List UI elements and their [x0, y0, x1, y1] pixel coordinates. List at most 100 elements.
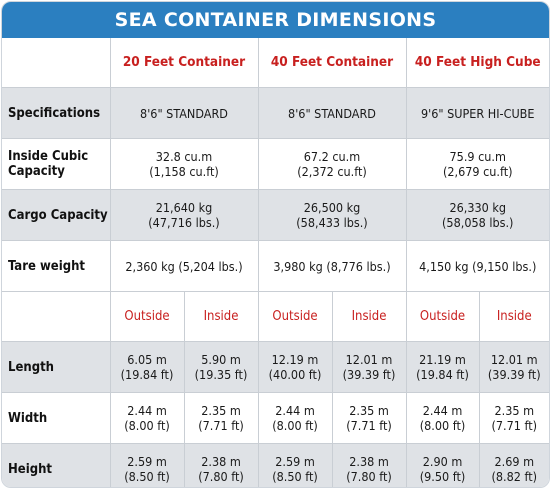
dimensions-table: 20 Feet Container 40 Feet Container 40 Fee… — [2, 38, 549, 487]
subheader-outside: Outside — [406, 291, 480, 342]
dimension-value: 2.44 m (8.00 ft) — [258, 392, 333, 444]
header-row: 20 Feet Container 40 Feet Container 40 Fee… — [2, 38, 549, 88]
cell-line: (39.39 ft) — [487, 367, 541, 382]
dimension-row: Width 2.44 m (8.00 ft) 2.35 m (7.71 ft) 2.44 … — [2, 392, 549, 444]
cell-line: 67.2 cu.m — [303, 149, 361, 164]
spec-value: 21,640 kg (47,716 lbs.) — [110, 189, 259, 241]
dimension-row: Length 6.05 m (19.84 ft) 5.90 m (19.35 ft) 12… — [2, 341, 549, 393]
subheader-outside: Outside — [110, 291, 185, 342]
cell-line: 2,360 kg (5,204 lbs.) — [125, 258, 243, 274]
spec-row: Inside Cubic Capacity 32.8 cu.m (1,158 cu.… — [2, 138, 549, 190]
spec-value: 32.8 cu.m (1,158 cu.ft) — [110, 138, 259, 190]
dimension-value: 5.90 m (19.35 ft) — [184, 341, 259, 393]
column-header: 40 Feet Container — [258, 38, 407, 88]
dimension-row: Height 2.59 m (8.50 ft) 2.38 m (7.80 ft) 2.59… — [2, 443, 549, 487]
cell-line: 2.38 m — [201, 454, 241, 469]
cell-line: (9.50 ft) — [419, 469, 466, 484]
cell-line: (19.35 ft) — [194, 367, 248, 382]
cell-line: (58,433 lbs.) — [296, 215, 368, 230]
cell-line: 26,500 kg — [303, 200, 361, 215]
cell-line: (2,372 cu.ft) — [297, 164, 367, 179]
spec-value: 8'6" STANDARD — [110, 87, 259, 139]
spec-value: 75.9 cu.m (2,679 cu.ft) — [406, 138, 549, 190]
cell-line: 3,980 kg (8,776 lbs.) — [273, 258, 391, 274]
row-label: Tare weight — [2, 240, 111, 292]
cell-line: 2.44 m — [127, 403, 167, 418]
dimension-value: 2.44 m (8.00 ft) — [406, 392, 480, 444]
cell-line: 2.59 m — [127, 454, 167, 469]
spec-value: 3,980 kg (8,776 lbs.) — [258, 240, 407, 292]
cell-line: (58,058 lbs.) — [442, 215, 514, 230]
cell-line: 12.01 m — [490, 352, 538, 367]
cell-line: (39.39 ft) — [342, 367, 396, 382]
cell-line: 12.01 m — [345, 352, 393, 367]
dimension-value: 12.19 m (40.00 ft) — [258, 341, 333, 393]
subheader-inside: Inside — [332, 291, 407, 342]
dimension-value: 21.19 m (19.84 ft) — [406, 341, 480, 393]
dimension-value: 2.35 m (7.71 ft) — [184, 392, 259, 444]
cell-line: 21,640 kg — [155, 200, 213, 215]
dimension-value: 2.35 m (7.71 ft) — [479, 392, 549, 444]
cell-line: (1,158 cu.ft) — [149, 164, 219, 179]
cell-line: 2.44 m — [275, 403, 315, 418]
row-label: Width — [2, 392, 111, 444]
cell-line: (8.50 ft) — [124, 469, 170, 484]
subheader-row: Outside Inside Outside Inside Outside Inside — [2, 291, 549, 342]
cell-line: (7.71 ft) — [198, 418, 244, 433]
row-label: Inside Cubic Capacity — [2, 138, 111, 190]
cell-line: 5.90 m — [201, 352, 241, 367]
cell-line: 75.9 cu.m — [449, 149, 506, 164]
cell-line: 2.38 m — [349, 454, 389, 469]
cell-line: (8.00 ft) — [124, 418, 170, 433]
dimension-value: 2.90 m (9.50 ft) — [406, 443, 480, 487]
spec-value: 2,360 kg (5,204 lbs.) — [110, 240, 259, 292]
dimension-value: 2.35 m (7.71 ft) — [332, 392, 407, 444]
subheader-inside: Inside — [479, 291, 549, 342]
dimension-value: 2.59 m (8.50 ft) — [110, 443, 185, 487]
spec-row: Specifications 8'6" STANDARD 8'6" STANDARD… — [2, 87, 549, 139]
spec-value: 67.2 cu.m (2,372 cu.ft) — [258, 138, 407, 190]
spec-value: 8'6" STANDARD — [258, 87, 407, 139]
cell-line: 32.8 cu.m — [155, 149, 213, 164]
cell-line: (47,716 lbs.) — [148, 215, 220, 230]
spec-value: 4,150 kg (9,150 lbs.) — [406, 240, 549, 292]
row-label: Cargo Capacity — [2, 189, 111, 241]
cell-line: (19.84 ft) — [120, 367, 174, 382]
cell-line: 2.69 m — [494, 454, 535, 469]
subheader-inside: Inside — [184, 291, 259, 342]
cell-line: (7.71 ft) — [491, 418, 538, 433]
dimension-value: 12.01 m (39.39 ft) — [479, 341, 549, 393]
cell-line: (19.84 ft) — [416, 367, 469, 382]
cell-line: 2.90 m — [422, 454, 463, 469]
cell-line: (8.50 ft) — [272, 469, 318, 484]
column-header: 40 Feet High Cube — [406, 38, 549, 88]
dimension-value: 2.69 m (8.82 ft) — [479, 443, 549, 487]
row-label: Length — [2, 341, 111, 393]
subheader-corner — [2, 291, 111, 342]
spec-row: Cargo Capacity 21,640 kg (47,716 lbs.) 26,5… — [2, 189, 549, 241]
cell-line: 21.19 m — [419, 352, 466, 367]
cell-line: 2.35 m — [349, 403, 389, 418]
column-header: 20 Feet Container — [110, 38, 259, 88]
cell-line: 2.59 m — [275, 454, 315, 469]
cell-line: (7.80 ft) — [198, 469, 244, 484]
spec-value: 9'6" SUPER HI-CUBE — [406, 87, 549, 139]
table-title: SEA CONTAINER DIMENSIONS — [2, 2, 549, 38]
cell-line: 6.05 m — [127, 352, 167, 367]
dimension-value: 2.38 m (7.80 ft) — [184, 443, 259, 487]
spec-value: 26,330 kg (58,058 lbs.) — [406, 189, 549, 241]
cell-line: 26,330 kg — [449, 200, 507, 215]
cell-line: 2.44 m — [422, 403, 463, 418]
cell-line: 4,150 kg (9,150 lbs.) — [419, 258, 537, 274]
dimension-value: 2.38 m (7.80 ft) — [332, 443, 407, 487]
cell-line: 9'6" SUPER HI-CUBE — [420, 105, 535, 121]
corner-cell — [2, 38, 111, 88]
cell-line: (40.00 ft) — [268, 367, 322, 382]
row-label: Height — [2, 443, 111, 487]
cell-line: (8.00 ft) — [272, 418, 318, 433]
cell-line: (7.80 ft) — [346, 469, 392, 484]
cell-line: 12.19 m — [271, 352, 319, 367]
dimension-value: 12.01 m (39.39 ft) — [332, 341, 407, 393]
cell-line: 8'6" STANDARD — [288, 105, 376, 121]
